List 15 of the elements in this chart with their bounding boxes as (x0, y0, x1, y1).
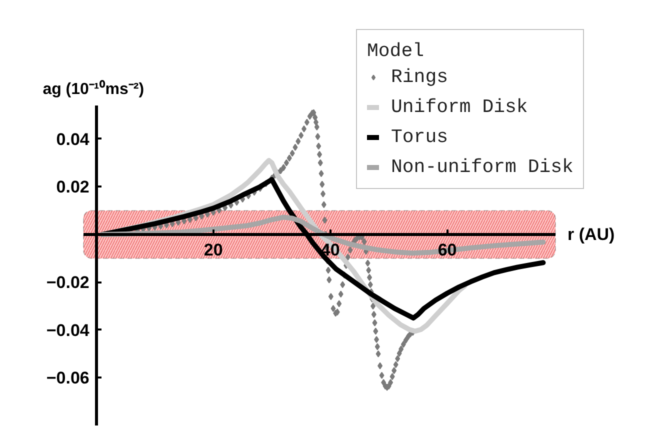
legend-title: Model (367, 40, 426, 62)
legend-label: Non-uniform Disk (391, 156, 574, 178)
x-axis-title: r (AU) (568, 224, 615, 244)
y-tick-label: −0.02 (46, 273, 90, 292)
y-tick-label: 0.04 (56, 130, 90, 149)
legend-label: Torus (391, 126, 448, 148)
y-tick-label: 0.02 (56, 178, 90, 197)
x-tick-label: 40 (320, 240, 340, 260)
y-axis-title: ag (10⁻¹⁰ms⁻²) (42, 80, 144, 98)
y-tick-label: −0.06 (46, 368, 90, 388)
x-tick-label: 60 (438, 240, 457, 260)
legend-label: Uniform Disk (391, 96, 528, 118)
y-tick-label: −0.04 (46, 320, 90, 340)
x-tick-label: 20 (204, 240, 223, 260)
legend-label: Rings (391, 66, 448, 88)
